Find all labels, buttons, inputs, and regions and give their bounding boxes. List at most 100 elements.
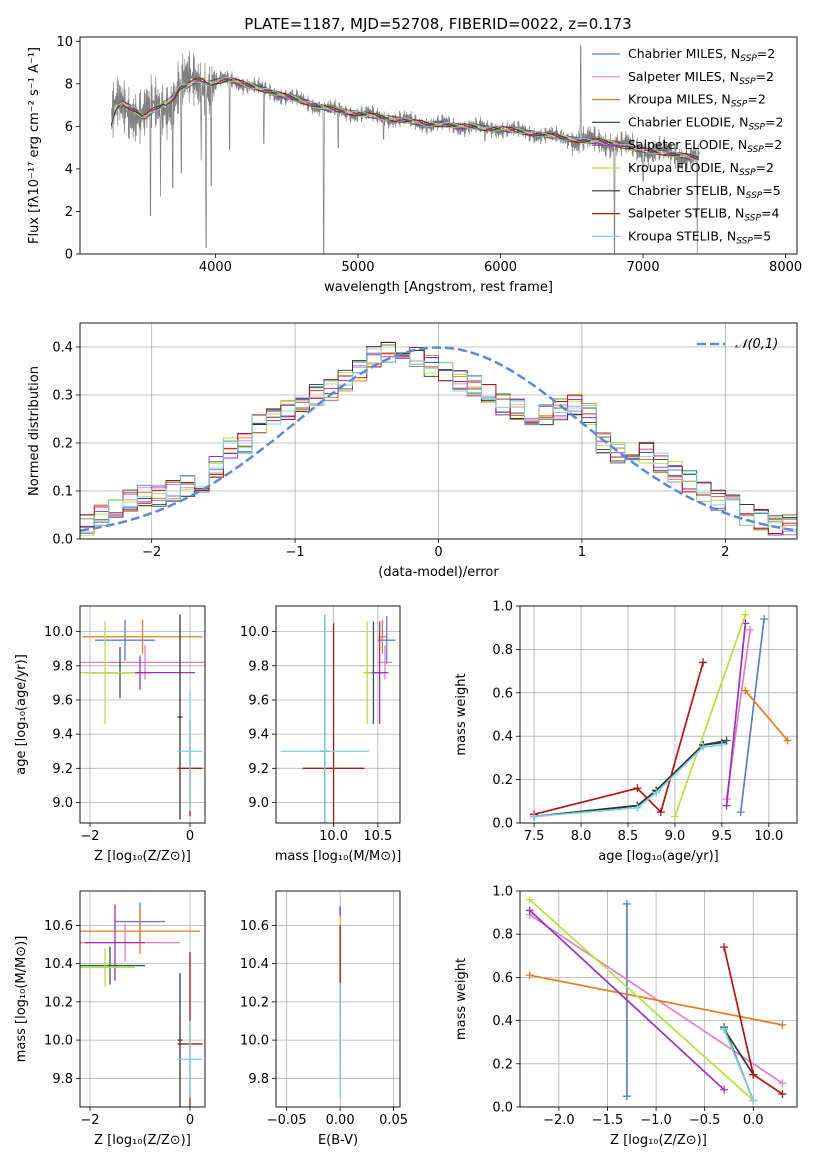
legend-sep: , N [731, 114, 748, 129]
legend-subscript: SSP [746, 191, 763, 201]
legend-model-name: Chabrier ELODIE [628, 114, 731, 129]
residual-histogram [80, 348, 797, 539]
legend-entry: Chabrier ELODIE, NSSP=2 [628, 114, 783, 132]
legend-sep: , N [728, 183, 745, 198]
legend-sep: , N [722, 69, 739, 84]
model-spectrum-line [111, 77, 699, 158]
x-axis-label: Z [log₁₀(Z/Z⊙)] [610, 1133, 707, 1148]
mass-weight-point [633, 803, 642, 812]
x-tick-label: 7.5 [524, 829, 545, 844]
legend-sep: , N [719, 228, 736, 243]
legend-model-name: Chabrier STELIB [628, 183, 728, 198]
legend-entry: Chabrier MILES, NSSP=2 [628, 46, 775, 64]
legend-subscript: SSP [739, 77, 756, 87]
mass-weight-point [670, 812, 679, 821]
y-tick-label: 0.2 [52, 437, 73, 452]
x-tick-label: −1 [286, 545, 305, 560]
y-tick-label: 9.2 [52, 762, 73, 777]
x-axis-label: (data-model)/error [378, 565, 499, 580]
plot-area [280, 614, 396, 823]
y-tick-label: 9.4 [248, 728, 269, 743]
x-tick-label: 6000 [484, 260, 517, 275]
x-tick-label: −0.05 [267, 1113, 307, 1128]
legend-sep: , N [713, 92, 730, 107]
y-tick-label: 0.0 [52, 533, 73, 548]
mass-weight-point [760, 615, 769, 624]
legend-nssp-value: 2 [767, 46, 775, 61]
y-tick-label: 6 [65, 120, 73, 135]
legend-model-name: Chabrier MILES [628, 46, 723, 61]
y-tick-label: 9.0 [248, 796, 269, 811]
mass-weight-point [622, 1092, 631, 1101]
y-tick-label: 0.4 [52, 341, 73, 356]
mass-weight-line [723, 1028, 755, 1101]
mass-weight-point [722, 801, 731, 810]
y-tick-label: 9.2 [248, 762, 269, 777]
x-tick-label: 0.00 [326, 1113, 355, 1128]
legend-model-name: Kroupa MILES [628, 92, 714, 107]
x-tick-label: −2 [80, 829, 99, 844]
legend-eq: = [756, 69, 766, 84]
legend-eq: = [753, 228, 763, 243]
y-tick-label: 10.2 [240, 995, 269, 1010]
x-tick-label: −1.0 [640, 1113, 672, 1128]
y-tick-label: 0.0 [492, 1101, 513, 1116]
residuals-panel: −2 −1 0 1 2 0.0 0.1 0.2 0.3 0.4 (data-model)/error… [27, 322, 798, 580]
x-tick-label: −0.5 [689, 1113, 721, 1128]
y-tick-label: 9.8 [52, 659, 73, 674]
mass-weight-point [699, 743, 708, 752]
y-tick-label: 10 [56, 35, 73, 50]
mass-weight-point [749, 1070, 758, 1079]
legend-eq: = [765, 114, 775, 129]
y-axis-label: mass weight [454, 958, 469, 1040]
y-tick-label: 10.4 [44, 957, 73, 972]
legend-model-name: Salpeter STELIB [628, 206, 727, 221]
y-tick-label: 0.0 [492, 817, 513, 832]
mass-weight-point [633, 784, 642, 793]
mass-weight-line [529, 898, 754, 1102]
x-tick-label: 10.5 [363, 829, 392, 844]
y-axis-label: age [log₁₀(age/yr)] [14, 654, 29, 775]
mass-weight-point [778, 1090, 787, 1099]
y-tick-label: 10.0 [44, 625, 73, 640]
gaussian-reference-curve [80, 346, 797, 532]
age-vs-mass-panel: 10.0 10.5 9.0 9.2 9.4 9.6 9.8 10.0 mass [log₁₀(M… [240, 605, 401, 864]
mass-weight-point [720, 1025, 729, 1034]
x-tick-label: 0 [434, 545, 442, 560]
y-tick-label: 10.6 [44, 919, 73, 934]
legend-model-name: Salpeter ELODIE [628, 137, 730, 152]
y-tick-label: 4 [65, 162, 73, 177]
legend-sep: , N [723, 46, 740, 61]
x-tick-label: 7000 [627, 260, 660, 275]
mass-weight-point [622, 899, 631, 908]
mass-weight-point [746, 625, 755, 634]
legend-eq: = [756, 160, 766, 175]
weight-vs-age-panel: 7.5 8.0 8.5 9.0 9.5 10.0 0.0 0.2 0.4 0.6 0.8 1.0 age… [454, 600, 798, 864]
plot-area [530, 610, 792, 821]
y-tick-label: 0.2 [492, 773, 513, 788]
legend-entry: Chabrier STELIB, NSSP=5 [628, 183, 781, 201]
legend-sep: , N [730, 137, 747, 152]
weight-vs-metallicity-panel: −2.0 −1.5 −1.0 −0.5 0.0 0.0 0.2 0.4 0.6 0.8 1.0 Z [… [454, 885, 798, 1148]
y-tick-label: 9.8 [248, 659, 269, 674]
axes-frame [519, 605, 798, 824]
axes-frame [519, 890, 798, 1108]
x-tick-label: 9.5 [712, 829, 733, 844]
legend-sep: , N [722, 160, 739, 175]
legend-nssp-value: 2 [758, 92, 766, 107]
legend-entry: Kroupa ELODIE, NSSP=2 [628, 160, 774, 178]
legend-eq: = [762, 183, 772, 198]
mass-weight-point [525, 971, 534, 980]
legend-nssp-value: 2 [774, 137, 782, 152]
x-axis-label: wavelength [Angstrom, rest frame] [324, 280, 553, 295]
legend-subscript: SSP [748, 122, 765, 132]
y-tick-label: 8 [65, 77, 73, 92]
mass-weight-point [717, 740, 726, 749]
mass-weight-point [722, 736, 731, 745]
figure-title: PLATE=1187, MJD=52708, FIBERID=0022, z=0… [244, 15, 631, 33]
y-tick-label: 0.4 [492, 730, 513, 745]
y-tick-label: 0.3 [52, 389, 73, 404]
x-tick-label: 0 [186, 829, 194, 844]
y-tick-label: 0.6 [492, 686, 513, 701]
